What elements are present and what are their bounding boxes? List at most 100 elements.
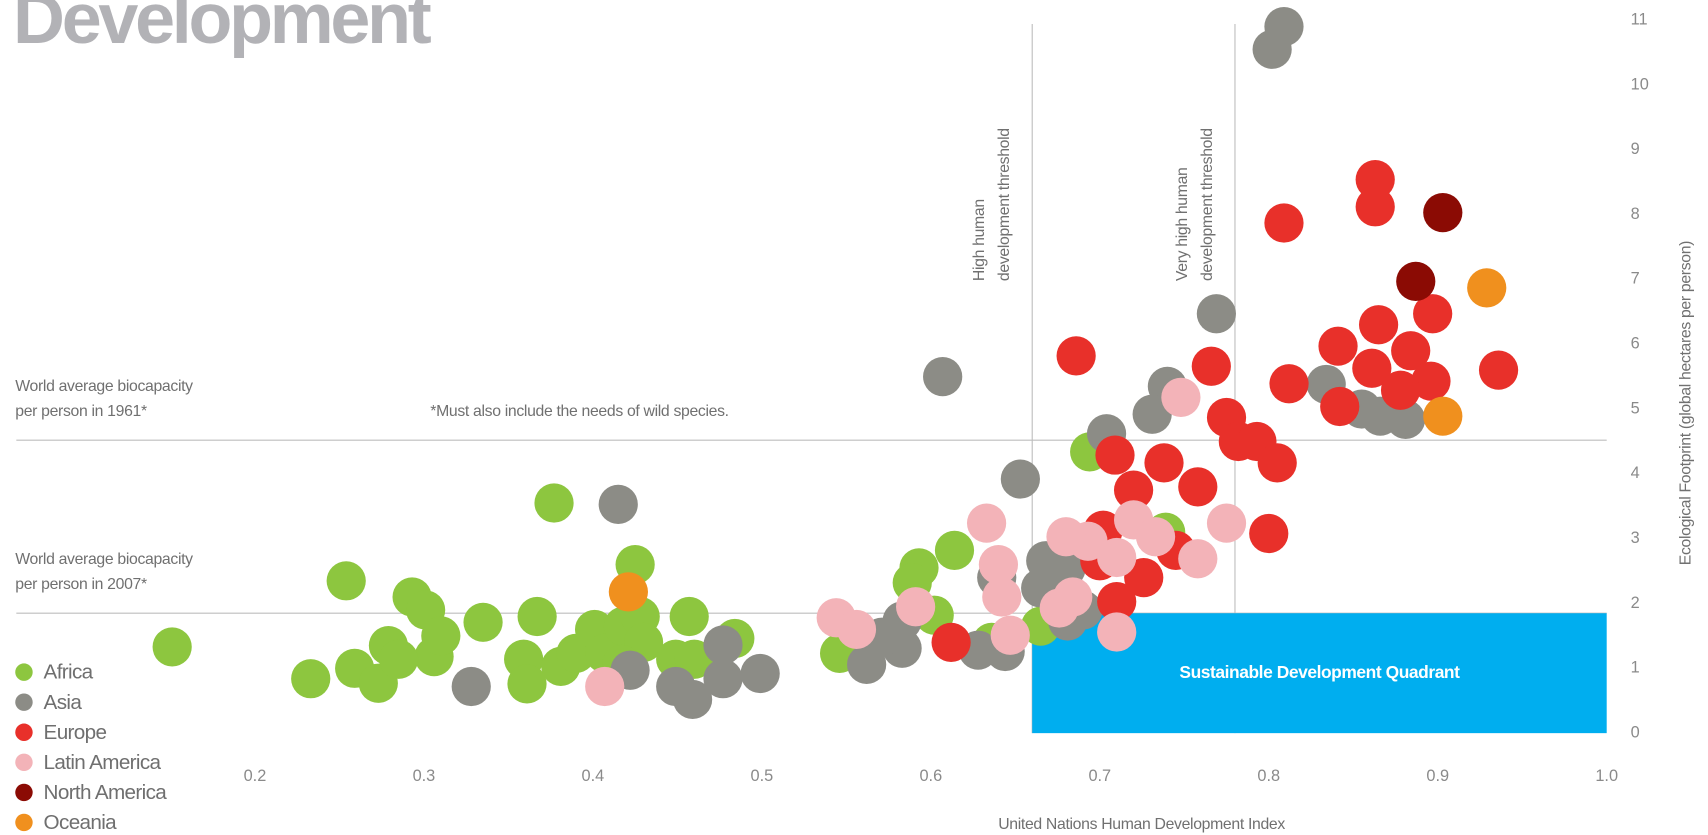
point xyxy=(1355,187,1395,227)
note: *Must also include the needs of wild spe… xyxy=(430,403,728,420)
y-tick-label: 3 xyxy=(1631,529,1640,547)
reference-label: per person in 1961* xyxy=(15,403,147,420)
point xyxy=(1355,159,1395,200)
point xyxy=(931,622,971,663)
threshold-label: development threshold xyxy=(1199,128,1216,281)
reference-label: World average biocapacity xyxy=(15,551,193,568)
point xyxy=(1097,581,1137,622)
point xyxy=(1095,435,1135,475)
point xyxy=(982,577,1022,617)
x-tick-label: 0.3 xyxy=(413,767,436,785)
legend-swatch xyxy=(15,663,33,681)
point xyxy=(1396,261,1436,301)
point xyxy=(672,679,713,720)
legend-label: Europe xyxy=(44,721,107,744)
point xyxy=(1113,470,1154,510)
point xyxy=(1124,557,1164,598)
point xyxy=(1269,364,1309,404)
legend-label: Asia xyxy=(44,691,83,714)
point xyxy=(1320,386,1360,427)
point xyxy=(703,625,743,665)
threshold-label: Very high human xyxy=(1174,168,1191,282)
y-tick-label: 10 xyxy=(1631,75,1649,93)
y-axis-label: Ecological Footprint (global hectares pe… xyxy=(1677,241,1694,565)
point xyxy=(1144,443,1184,483)
point xyxy=(740,653,780,694)
point xyxy=(1039,588,1079,628)
point xyxy=(534,483,574,523)
y-tick-label: 11 xyxy=(1631,10,1648,28)
legend-swatch xyxy=(15,783,33,802)
point xyxy=(1358,305,1399,345)
x-tick-label: 0.5 xyxy=(751,767,774,785)
point xyxy=(978,545,1019,585)
point xyxy=(1391,331,1431,371)
point xyxy=(1386,399,1426,440)
y-tick-label: 4 xyxy=(1631,464,1640,482)
x-tick-label: 1.0 xyxy=(1595,767,1618,785)
point xyxy=(966,503,1007,543)
point xyxy=(1206,503,1247,543)
y-tick-label: 0 xyxy=(1631,723,1640,741)
x-tick-label: 0.4 xyxy=(582,767,605,785)
point xyxy=(1178,539,1218,579)
y-tick-label: 6 xyxy=(1631,335,1640,353)
x-tick-label: 0.7 xyxy=(1088,767,1111,785)
legend-label: North America xyxy=(44,781,168,804)
point xyxy=(1191,346,1231,386)
point xyxy=(1478,350,1519,390)
y-tick-label: 5 xyxy=(1631,399,1640,417)
point xyxy=(1196,294,1236,334)
point xyxy=(923,357,963,397)
point xyxy=(463,602,503,642)
point xyxy=(1178,467,1218,507)
point xyxy=(291,659,331,699)
point xyxy=(1097,537,1137,578)
point xyxy=(608,572,648,612)
chart-title: Development xyxy=(13,0,432,59)
point xyxy=(451,666,491,707)
point xyxy=(1097,612,1137,652)
point xyxy=(1056,336,1096,376)
legend-swatch xyxy=(15,813,33,832)
point xyxy=(1132,394,1172,434)
point xyxy=(836,609,877,650)
quadrant-label: Sustainable Development Quadrant xyxy=(1179,662,1460,682)
reference-label: World average biocapacity xyxy=(15,378,193,395)
legend-swatch xyxy=(15,753,33,772)
point xyxy=(507,664,547,704)
point xyxy=(1411,361,1451,401)
point xyxy=(1467,268,1507,308)
reference-label: per person in 2007* xyxy=(15,576,147,593)
point xyxy=(934,530,975,570)
point xyxy=(585,666,625,707)
point xyxy=(1249,513,1289,554)
y-tick-label: 9 xyxy=(1631,140,1640,158)
x-tick-label: 0.8 xyxy=(1257,767,1280,785)
point xyxy=(669,596,709,637)
point xyxy=(1352,348,1392,388)
point xyxy=(1000,459,1040,499)
threshold-label: High human xyxy=(971,199,988,281)
legend-label: Africa xyxy=(44,661,94,684)
y-tick-label: 7 xyxy=(1631,270,1640,288)
legend-swatch xyxy=(15,723,33,741)
point xyxy=(1257,443,1297,483)
point xyxy=(703,659,743,699)
threshold-label: development threshold xyxy=(996,128,1013,281)
point xyxy=(1380,370,1421,410)
x-axis-label: United Nations Human Development Index xyxy=(998,816,1285,833)
point xyxy=(1423,396,1463,436)
x-tick-label: 0.6 xyxy=(919,767,942,785)
point xyxy=(326,561,366,601)
x-tick-label: 0.9 xyxy=(1426,767,1449,785)
legend-label: Latin America xyxy=(44,751,162,774)
point xyxy=(1264,203,1304,243)
point xyxy=(990,615,1030,655)
point xyxy=(896,587,936,627)
point xyxy=(1161,377,1201,417)
point xyxy=(1413,294,1453,334)
point xyxy=(421,616,461,656)
y-tick-label: 8 xyxy=(1631,205,1640,223)
